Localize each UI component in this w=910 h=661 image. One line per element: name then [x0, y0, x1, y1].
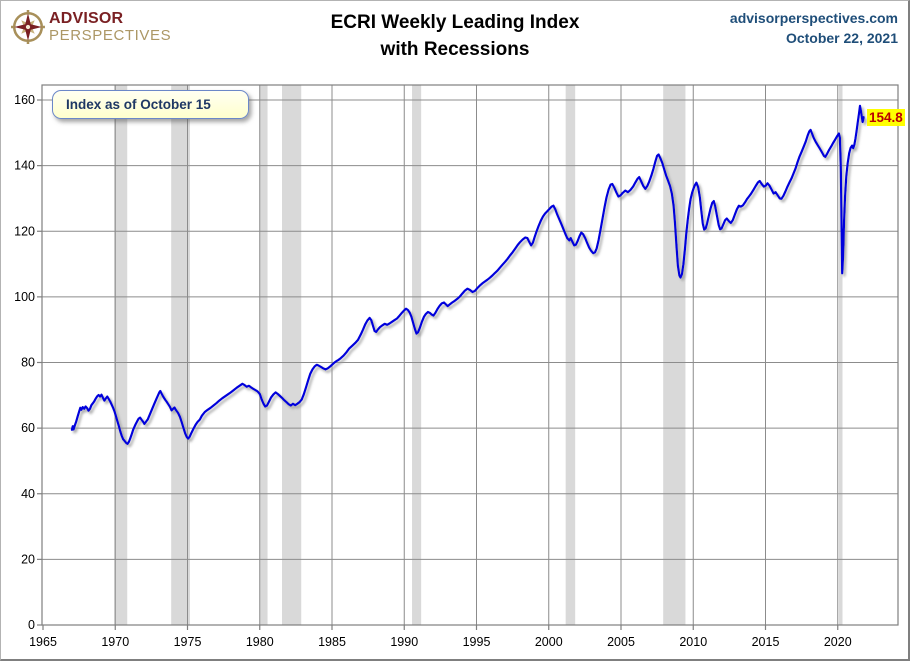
- gridlines: [42, 85, 898, 625]
- recession-band: [114, 85, 128, 625]
- y-tick-label: 120: [14, 224, 35, 238]
- recession-bands: [114, 85, 843, 625]
- y-tick-label: 20: [21, 552, 35, 566]
- x-tick-label: 2020: [824, 635, 852, 649]
- x-tick-label: 1965: [29, 635, 57, 649]
- page-title: ECRI Weekly Leading Index with Recession…: [0, 9, 910, 63]
- wli-line: [70, 104, 865, 445]
- x-tick-label: 1995: [463, 635, 491, 649]
- recession-band: [171, 85, 190, 625]
- recession-band: [412, 85, 422, 625]
- site-url: advisorperspectives.com: [729, 10, 898, 26]
- recession-band: [663, 85, 686, 625]
- y-tick-label: 160: [14, 93, 35, 107]
- recession-band: [259, 85, 268, 625]
- index-asof-callout: Index as of October 15: [52, 90, 249, 119]
- source-block: advisorperspectives.com October 22, 2021: [730, 8, 898, 48]
- logo-perspectives-text: PERSPECTIVES: [49, 27, 172, 44]
- x-tick-label: 2005: [607, 635, 635, 649]
- axis-labels: 0 20 40 60 80 100 120 140 160 1965 1970 1975 1980 198…: [14, 93, 852, 649]
- y-tick-label: 140: [14, 159, 35, 173]
- last-value-badge: 154.8: [867, 109, 905, 126]
- advisor-perspectives-logo: ADVISOR PERSPECTIVES: [10, 9, 171, 45]
- logo-advisor-text: ADVISOR: [49, 10, 124, 27]
- x-tick-label: 1975: [174, 635, 202, 649]
- axes: [37, 84, 899, 630]
- x-tick-label: 1970: [101, 635, 129, 649]
- y-tick-label: 100: [14, 290, 35, 304]
- x-tick-label: 1985: [318, 635, 346, 649]
- plot-border: [41, 84, 899, 626]
- x-tick-label: 2010: [679, 635, 707, 649]
- x-tick-label: 2000: [535, 635, 563, 649]
- y-tick-label: 80: [21, 356, 35, 370]
- x-tick-label: 2015: [752, 635, 780, 649]
- publish-date: October 22, 2021: [785, 30, 898, 46]
- x-tick-label: 1980: [246, 635, 274, 649]
- recession-band: [565, 85, 576, 625]
- recession-band: [838, 85, 843, 625]
- recession-band: [282, 85, 302, 625]
- y-tick-label: 40: [21, 487, 35, 501]
- chart-title-line2: with Recessions: [380, 39, 530, 60]
- series-layer: [70, 104, 865, 445]
- chart-title-line1: ECRI Weekly Leading Index: [330, 12, 580, 33]
- y-tick-label: 0: [28, 618, 35, 632]
- x-tick-label: 1990: [390, 635, 418, 649]
- y-tick-label: 60: [21, 421, 35, 435]
- compass-icon: [11, 10, 45, 44]
